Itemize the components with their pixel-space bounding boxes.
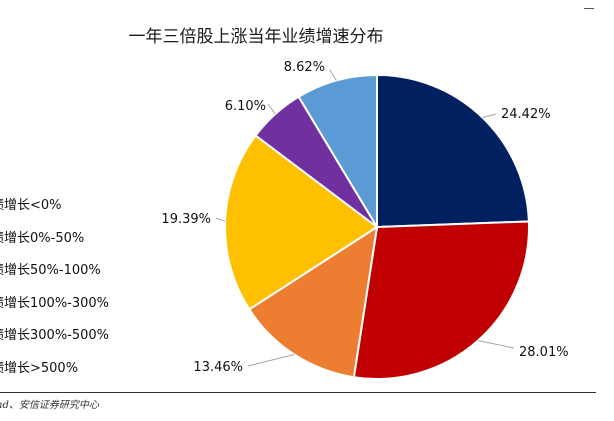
leader-line (329, 69, 337, 81)
pie-slice (247, 224, 379, 379)
legend-item: 绩增长300%-500% (0, 328, 110, 343)
leader-line (215, 217, 226, 222)
leader-line (482, 113, 497, 119)
source-note: nd、安信证券研究中心 (0, 400, 99, 411)
legend-item: 绩增长>500% (0, 360, 79, 376)
source-divider (0, 392, 596, 393)
data-label: 19.39% (161, 212, 211, 227)
pie-slice (297, 73, 378, 231)
pie-slice (352, 220, 530, 380)
data-label: 24.42% (501, 107, 551, 122)
pie-slice (224, 134, 379, 311)
pie-slices (224, 73, 530, 380)
data-label: 13.46% (193, 360, 243, 375)
legend-item: 绩增长100%-300% (0, 295, 110, 311)
corner-mark (584, 8, 594, 9)
leader-line (247, 354, 295, 367)
chart-title: 一年三倍股上涨当年业绩增速分布 (128, 27, 384, 47)
legend-item: 绩增长<0% (0, 198, 62, 213)
legend-item: 绩增长50%-100% (0, 263, 101, 278)
leader-line (477, 340, 515, 349)
legend-item: 绩增长0%-50% (0, 230, 85, 246)
pie-data-labels: 24.42% 28.01% 13.46% 19.39% 6.10% 8.62% (161, 60, 568, 375)
data-label: 28.01% (519, 345, 569, 360)
data-label: 8.62% (284, 60, 325, 75)
pie-leader-lines (215, 69, 515, 367)
pie-slice (376, 73, 530, 229)
data-label: 6.10% (225, 99, 266, 114)
legend: 绩增长<0% 绩增长0%-50% 绩增长50%-100% 绩增长100%-300… (0, 190, 109, 385)
leader-line (267, 103, 276, 115)
